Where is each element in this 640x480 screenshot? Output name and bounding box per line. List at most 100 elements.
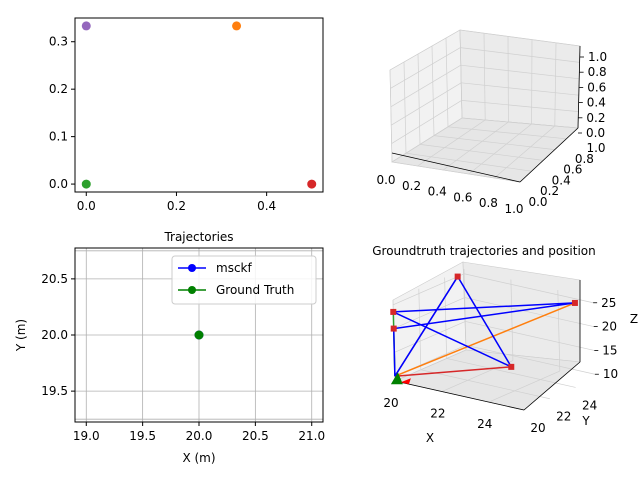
gt3d-position-marker [390, 308, 397, 315]
gt3d-gridline [463, 268, 467, 351]
gt3d-gridline [464, 297, 594, 327]
gt3d-gridline [418, 288, 422, 370]
legend-msckf-label: msckf [216, 261, 252, 275]
gt3d-gridline [464, 273, 594, 304]
groundtruth-3d-title: Groundtruth trajectories and position [372, 244, 596, 258]
trajectories-legend: msckf Ground Truth [171, 255, 317, 305]
empty-3d-gridline [433, 135, 555, 150]
gt3d-position-marker [454, 273, 461, 280]
empty-3d-z-tick-label: 0.6 [587, 80, 606, 94]
trajectories-y-tick-label: 19.5 [41, 384, 68, 398]
scatter-y-ticks: 0.0 0.1 0.2 0.3 [49, 35, 75, 191]
gt3d-start-marker [390, 372, 403, 385]
empty-3d-panel: 0.0 0.2 0.4 0.6 0.8 1.0 0.00.20.40.60.81.0 0.… [376, 29, 607, 216]
empty-3d-z-tick-label: 0.4 [587, 96, 606, 110]
empty-3d-gridline [447, 126, 567, 140]
empty-3d-gridline [461, 100, 579, 112]
empty-3d-gridline [445, 37, 449, 127]
empty-3d-x-axis [391, 152, 521, 183]
empty-3d-gridline [391, 117, 463, 163]
empty-3d-gridline [417, 119, 486, 167]
empty-3d-y-tick-label: 0.2 [540, 184, 559, 198]
empty-3d-gridline [390, 64, 461, 108]
gt3d-gridline [510, 279, 514, 361]
empty-3d-gridline [389, 69, 393, 163]
gt3d-gridline [393, 297, 465, 329]
scatter-x-tick-label: 0.4 [257, 199, 276, 213]
empty-3d-y-tick-label: 0.6 [563, 163, 582, 177]
gt3d-y-tick-label: 24 [582, 398, 597, 412]
gt3d-gridline [488, 370, 560, 403]
gt3d-y-tick-label: 22 [556, 410, 571, 424]
scatter-point [81, 21, 91, 31]
empty-3d-gridline [494, 125, 556, 179]
gt3d-colored-line [394, 302, 576, 377]
trajectories-y-tick-label: 20.5 [41, 272, 68, 286]
gt3d-x-tick-label: 20 [383, 396, 398, 410]
gt3d-y-axis [523, 361, 581, 411]
empty-3d-gridline [389, 29, 461, 71]
trajectories-y-tick-label: 20.0 [41, 328, 68, 342]
scatter-y-tick-label: 0.0 [49, 177, 68, 191]
empty-3d-gridline [461, 117, 579, 129]
legend-ground-truth-marker [188, 286, 196, 294]
empty-3d-y-axis [519, 127, 579, 183]
empty-3d-gridline [442, 121, 509, 171]
gt3d-position-marker [508, 363, 515, 370]
trajectories-points [194, 330, 204, 340]
empty-3d-y-tick-label: 0.4 [552, 173, 571, 187]
empty-3d-z-ticks: 0.00.20.4 0.60.81.0 [578, 50, 607, 140]
gt3d-y-label: Y [581, 414, 590, 428]
gt3d-z-tick-label: 15 [602, 343, 617, 357]
empty-3d-z-axis [577, 45, 581, 129]
gt3d-gridline [446, 358, 576, 388]
empty-3d-x-tick-label: 0.8 [479, 196, 498, 210]
gt3d-z-label: Z [630, 312, 638, 326]
trajectories-x-tick-label: 20.5 [242, 429, 269, 443]
empty-3d-x-tick-label: 0.4 [428, 185, 447, 199]
empty-3d-gridline [391, 161, 521, 183]
gt3d-gridline [441, 360, 514, 392]
gt3d-y-tick-label: 20 [530, 421, 545, 435]
empty-3d-gridline [391, 82, 462, 126]
empty-3d-x-tick-label: 0.6 [453, 190, 472, 204]
trajectories-x-tick-label: 19.0 [73, 429, 100, 443]
empty-3d-gridline [483, 33, 486, 121]
trajectory-point-ground-truth [194, 330, 204, 340]
gt3d-z-tick-label: 25 [601, 296, 616, 310]
scatter-axes-frame [74, 17, 324, 193]
empty-3d-x-tick-label: 0.0 [376, 173, 395, 187]
trajectories-x-ticks: 19.0 19.5 20.0 20.5 21.0 [73, 422, 325, 443]
gt3d-position-marker [571, 299, 578, 306]
gt3d-x-label: X [426, 431, 434, 445]
gt3d-gridline [444, 277, 447, 359]
gt3d-gridline [392, 273, 465, 306]
gt3d-back-pane [462, 261, 581, 363]
legend-ground-truth-label: Ground Truth [216, 283, 294, 297]
scatter-point [307, 179, 317, 189]
trajectories-x-tick-label: 20.0 [186, 429, 213, 443]
gt3d-gridline [394, 321, 466, 353]
empty-3d-back-pane [459, 29, 581, 129]
trajectories-x-tick-label: 21.0 [298, 429, 325, 443]
empty-3d-z-tick-label: 0.8 [588, 65, 607, 79]
scatter-points [81, 21, 317, 189]
scatter-y-tick-label: 0.2 [49, 82, 68, 96]
trajectories-x-label: X (m) [182, 451, 215, 465]
gt3d-z-tick-label: 10 [603, 367, 618, 381]
empty-3d-y-tick-label: 1.0 [586, 141, 605, 155]
empty-3d-gridline [459, 29, 463, 119]
empty-3d-gridline [403, 61, 407, 154]
empty-3d-gridline [460, 64, 580, 80]
empty-3d-gridline [459, 29, 581, 47]
gt3d-gridline [465, 344, 595, 375]
empty-3d-z-tick-label: 0.2 [586, 111, 605, 125]
empty-3d-gridline [391, 100, 462, 144]
gt3d-x-tick-label: 22 [430, 407, 445, 421]
empty-3d-gridline [417, 53, 421, 145]
gt3d-y-ticks: 20 22 24 [530, 398, 597, 435]
empty-3d-gridline [390, 47, 461, 89]
trajectories-title: Trajectories [163, 230, 233, 244]
scatter-y-tick-label: 0.3 [49, 35, 68, 49]
